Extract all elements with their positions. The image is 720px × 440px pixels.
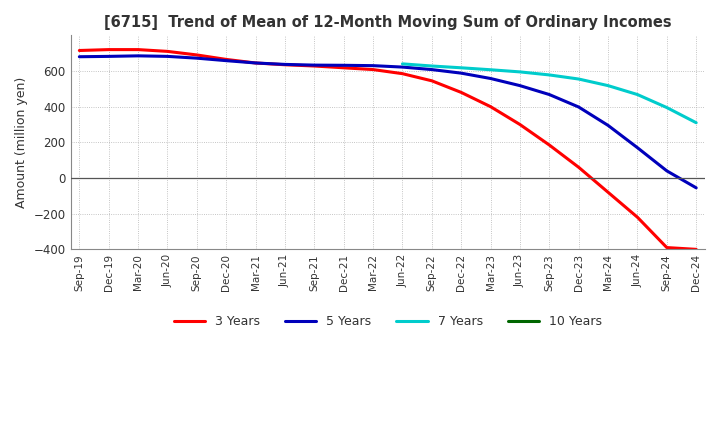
7 Years xyxy=(398,61,407,66)
5 Years xyxy=(486,76,495,81)
7 Years xyxy=(457,65,466,70)
Y-axis label: Amount (million yen): Amount (million yen) xyxy=(15,77,28,208)
3 Years xyxy=(222,57,230,62)
Line: 3 Years: 3 Years xyxy=(79,50,696,249)
5 Years xyxy=(428,67,436,72)
3 Years xyxy=(339,65,348,70)
Line: 5 Years: 5 Years xyxy=(79,56,696,188)
5 Years xyxy=(692,185,701,191)
3 Years xyxy=(251,60,260,66)
3 Years xyxy=(486,104,495,109)
3 Years xyxy=(545,143,554,148)
7 Years xyxy=(692,120,701,125)
5 Years xyxy=(104,54,113,59)
3 Years xyxy=(163,49,172,54)
3 Years xyxy=(457,90,466,95)
Title: [6715]  Trend of Mean of 12-Month Moving Sum of Ordinary Incomes: [6715] Trend of Mean of 12-Month Moving … xyxy=(104,15,672,30)
5 Years xyxy=(163,54,172,59)
3 Years xyxy=(75,48,84,53)
5 Years xyxy=(310,62,319,68)
7 Years xyxy=(428,63,436,69)
Legend: 3 Years, 5 Years, 7 Years, 10 Years: 3 Years, 5 Years, 7 Years, 10 Years xyxy=(168,310,607,333)
3 Years xyxy=(310,63,319,69)
5 Years xyxy=(545,92,554,97)
5 Years xyxy=(251,60,260,66)
5 Years xyxy=(281,62,289,67)
3 Years xyxy=(692,247,701,252)
7 Years xyxy=(545,72,554,77)
3 Years xyxy=(516,122,524,127)
5 Years xyxy=(339,62,348,68)
5 Years xyxy=(457,70,466,76)
5 Years xyxy=(398,64,407,70)
5 Years xyxy=(575,104,583,110)
3 Years xyxy=(428,78,436,84)
3 Years xyxy=(104,47,113,52)
3 Years xyxy=(633,215,642,220)
5 Years xyxy=(75,54,84,59)
Line: 7 Years: 7 Years xyxy=(402,64,696,123)
7 Years xyxy=(633,92,642,97)
7 Years xyxy=(662,105,671,110)
5 Years xyxy=(369,63,377,68)
5 Years xyxy=(192,55,201,61)
5 Years xyxy=(134,53,143,59)
5 Years xyxy=(662,168,671,173)
7 Years xyxy=(516,69,524,74)
7 Years xyxy=(604,83,613,88)
3 Years xyxy=(398,71,407,76)
3 Years xyxy=(575,165,583,170)
3 Years xyxy=(192,52,201,58)
3 Years xyxy=(662,245,671,250)
3 Years xyxy=(134,47,143,52)
5 Years xyxy=(633,145,642,150)
5 Years xyxy=(604,123,613,128)
5 Years xyxy=(516,83,524,88)
5 Years xyxy=(222,58,230,63)
7 Years xyxy=(486,67,495,73)
3 Years xyxy=(604,190,613,195)
7 Years xyxy=(575,77,583,82)
3 Years xyxy=(369,67,377,72)
3 Years xyxy=(281,62,289,67)
